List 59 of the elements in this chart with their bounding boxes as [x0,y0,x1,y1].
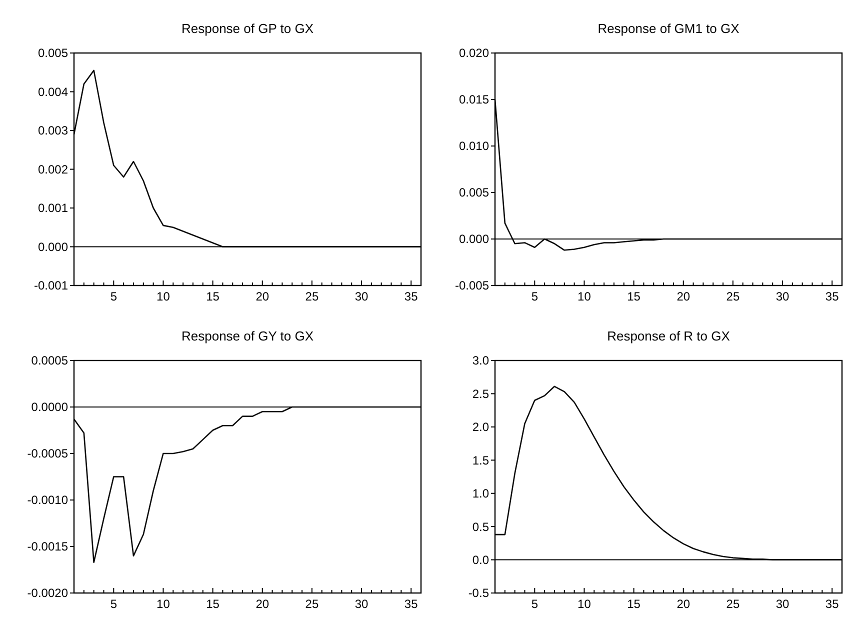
y-tick-label: 0.0000 [31,400,68,414]
y-tick-label: -0.0010 [27,493,68,508]
x-tick-label: 15 [627,597,641,611]
y-tick-label: -0.0005 [27,446,68,461]
y-tick-label: 0.020 [458,46,490,60]
y-tick-label: -0.005 [454,278,490,293]
y-tick-label: -0.5 [468,586,490,600]
x-tick-label: 30 [354,597,369,611]
x-tick-label: 15 [206,597,220,611]
y-tick-label: 0.001 [38,201,68,216]
x-tick-label: 25 [305,597,319,611]
x-tick-label: 10 [578,597,592,611]
y-tick-label: 0.002 [38,162,68,176]
chart-title: Response of GM1 to GX [598,21,740,36]
x-tick-label: 5 [531,597,538,611]
x-tick-label: 30 [354,290,369,304]
x-tick-label: 15 [627,290,641,304]
x-tick-label: 25 [726,597,740,611]
y-tick-label: 2.5 [472,386,490,401]
x-tick-label: 25 [305,290,319,304]
chart-title: Response of R to GX [607,328,730,344]
x-tick-label: 20 [256,290,270,304]
y-tick-label: 3.0 [472,354,490,368]
chart-title: Response of GP to GX [182,21,314,36]
y-tick-label: -0.001 [34,278,68,293]
y-tick-label: 0.000 [38,240,68,254]
x-tick-label: 5 [531,290,538,304]
y-tick-label: 0.005 [38,46,68,60]
y-tick-label: 1.0 [472,486,490,501]
x-tick-label: 10 [578,290,592,304]
x-tick-label: 20 [676,290,690,304]
y-tick-label: 0.015 [458,92,490,107]
x-tick-label: 10 [156,597,170,611]
x-tick-label: 5 [110,290,118,304]
x-tick-label: 30 [776,290,790,304]
x-tick-label: 15 [206,290,220,304]
x-tick-label: 10 [156,290,170,304]
x-tick-label: 35 [404,290,418,304]
x-tick-label: 30 [776,597,790,611]
y-tick-label: 2.0 [472,420,490,434]
x-tick-label: 35 [825,597,840,611]
y-tick-label: -0.0015 [27,540,68,554]
y-tick-label: 0.0 [472,552,490,567]
y-tick-label: 0.010 [458,139,490,154]
y-tick-label: 0.003 [38,124,68,138]
x-tick-label: 25 [726,290,740,304]
x-tick-label: 20 [676,597,690,611]
x-tick-label: 5 [110,597,118,611]
y-tick-label: 0.5 [472,520,490,534]
x-tick-label: 35 [825,290,840,304]
y-tick-label: 0.005 [458,186,490,200]
x-tick-label: 35 [404,597,418,611]
x-tick-label: 20 [256,597,270,611]
chart-title: Response of GY to GX [182,328,314,344]
y-tick-label: 0.004 [38,84,68,99]
y-tick-label: 0.000 [458,232,490,246]
y-tick-label: 0.0005 [31,354,68,368]
y-tick-label: -0.0020 [27,586,68,600]
y-tick-label: 1.5 [472,453,490,468]
